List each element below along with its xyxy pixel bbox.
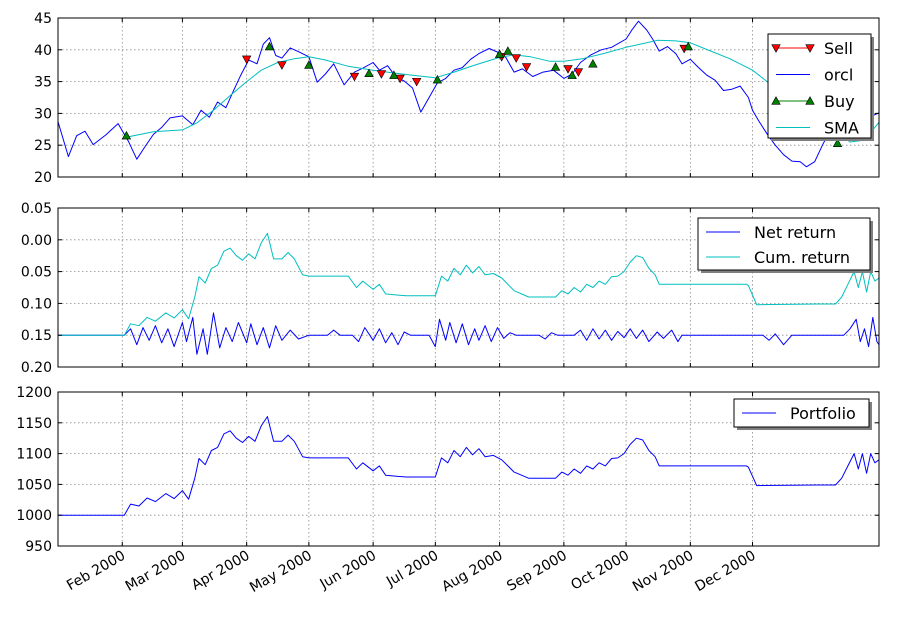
x-tick-label: Jul 2000: [383, 548, 441, 591]
ticks: 950 1000 1050 1100 1150 1200: [16, 385, 879, 555]
legend-label: orcl: [824, 66, 853, 85]
y-tick-label: 1050: [16, 477, 52, 493]
buy-marker: [264, 41, 275, 51]
legend-box: [697, 217, 871, 271]
buy-marker: [503, 46, 513, 55]
sell-marker: [511, 54, 521, 63]
portfolio-panel: 950 1000 1050 1100 1150 1200 Portfolio: [16, 385, 880, 555]
x-tick-label: Nov 2000: [630, 548, 696, 596]
x-tick-label: Feb 2000: [64, 548, 128, 594]
buy-marker: [550, 62, 561, 71]
y-tick-label: 0.15: [21, 328, 52, 344]
buy-marker: [432, 74, 443, 84]
series-line-net-return: [58, 312, 879, 355]
axes-frame: [57, 207, 880, 368]
grid-lines: [58, 17, 879, 178]
sell-marker: [563, 65, 573, 74]
sell-marker: [411, 77, 422, 87]
legend-box: [767, 33, 872, 139]
y-tick-label: 0.05: [21, 201, 52, 217]
y-tick-label: 25: [34, 138, 52, 154]
y-tick-label: 1000: [16, 508, 52, 524]
legend: Sell orcl Buy SMA: [767, 33, 874, 141]
x-tick-label: Sep 2000: [504, 548, 570, 595]
y-tick-label: 30: [34, 106, 52, 122]
legend-label: SMA: [824, 119, 859, 138]
series-line-cum-return: [58, 232, 879, 336]
legend-label: Buy: [824, 92, 855, 111]
y-tick-label: 0.10: [21, 296, 52, 312]
ticks: 0.20 0.15 0.10 0.05 0.00 0.05: [21, 201, 879, 376]
legend: Portfolio: [733, 398, 872, 430]
x-tick-label: Jun 2000: [317, 548, 380, 593]
buy-marker: [364, 68, 374, 77]
returns-panel: 0.20 0.15 0.10 0.05 0.00 0.05 Net return Cum. r…: [21, 201, 880, 376]
buy-marker: [567, 70, 577, 79]
legend-label: Sell: [824, 39, 853, 58]
sell-marker: [277, 61, 287, 70]
buy-marker: [588, 58, 598, 68]
legend-buy-marker: [805, 96, 815, 105]
legend-label: Net return: [754, 223, 836, 242]
sell-marker: [521, 63, 532, 72]
x-tick-label: Oct 2000: [568, 548, 632, 594]
y-tick-label: 40: [34, 43, 52, 59]
y-tick-label: 1150: [16, 416, 52, 432]
x-tick-label: May 2000: [247, 548, 315, 596]
legend-buy-marker: [771, 96, 781, 105]
buy-marker: [304, 60, 314, 69]
y-tick-label: 1100: [16, 447, 52, 463]
x-tick-label: Apr 2000: [189, 548, 253, 594]
series-line-orcl: [58, 20, 879, 168]
y-tick-label: 0.00: [21, 233, 52, 249]
legend-label: Cum. return: [754, 248, 850, 267]
buy-marker: [832, 138, 843, 147]
series-line-portfolio: [58, 416, 879, 516]
sell-marker: [349, 72, 360, 82]
legend-sell-marker: [771, 44, 781, 53]
y-tick-label: 950: [25, 539, 52, 555]
y-tick-label: 45: [34, 11, 52, 27]
y-tick-label: 35: [34, 75, 52, 91]
buy-marker: [389, 70, 399, 79]
legend-sell-marker: [805, 44, 815, 53]
buy-marker: [121, 130, 132, 140]
buy-marker: [494, 49, 505, 58]
sell-marker: [376, 70, 387, 79]
trade-markers: [121, 41, 843, 147]
y-tick-label: 20: [34, 170, 52, 186]
axes-frame: [57, 391, 880, 547]
x-tick-label: Aug 2000: [439, 548, 505, 596]
axes-frame: [57, 17, 880, 178]
series-group: [58, 232, 879, 355]
x-tick-label: Dec 2000: [692, 548, 758, 595]
series-group: [58, 20, 879, 168]
price-panel: 20 25 30 35 40 45 Sell orcl Buy SMA: [34, 11, 880, 186]
sell-marker: [241, 55, 252, 65]
y-tick-label: 0.05: [21, 265, 52, 281]
y-tick-label: 1200: [16, 385, 52, 401]
y-tick-label: 0.20: [21, 360, 52, 376]
legend-label: Portfolio: [790, 404, 856, 423]
sell-marker: [573, 68, 584, 77]
x-tick-label: Mar 2000: [123, 548, 189, 595]
buy-marker: [683, 41, 693, 51]
ticks: 20 25 30 35 40 45: [34, 11, 879, 186]
legend: Net return Cum. return: [697, 217, 873, 273]
series-group: [58, 416, 879, 516]
